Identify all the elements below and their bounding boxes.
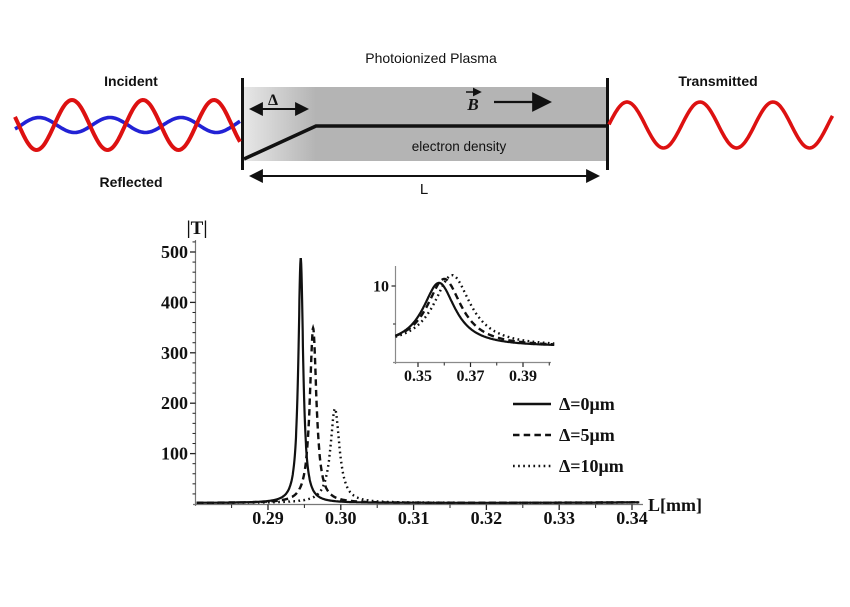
- legend-label-dotted: Δ=10μm: [559, 456, 624, 476]
- electron-density-label: electron density: [412, 139, 507, 154]
- y-tick-label: 300: [161, 343, 188, 363]
- x-tick-label: 0.33: [543, 508, 575, 528]
- main-curve-dotted: [196, 407, 640, 504]
- x-tick-label: 0.31: [398, 508, 430, 528]
- electron-density-profile: [243, 124, 606, 161]
- y-tick-label: 100: [161, 444, 188, 464]
- transmission-chart: |T| L[mm] 0.29 0.30 0.31 0.32 0.33 0.34 100 200…: [161, 218, 702, 528]
- inset-x-tick-label: 0.37: [457, 368, 485, 385]
- y-axis-title: |T|: [186, 218, 207, 239]
- x-axis-title: L[mm]: [648, 495, 702, 515]
- inset-curve-solid: [394, 281, 555, 346]
- delta-label: Δ: [268, 92, 278, 109]
- b-field-label: B: [466, 95, 478, 114]
- reflected-wave: [13, 97, 242, 153]
- inset-curve-dotted: [395, 274, 555, 345]
- transmitted-wave: [607, 100, 835, 150]
- x-tick-label: 0.34: [616, 508, 648, 528]
- legend-label-solid: Δ=0μm: [559, 394, 615, 414]
- y-tick-label: 500: [161, 242, 188, 262]
- inset-curve-dashed: [394, 277, 555, 346]
- diagram-title: Photoionized Plasma: [365, 50, 497, 66]
- incident-label: Incident: [104, 73, 158, 89]
- main-curve-dashed: [196, 323, 640, 504]
- x-tick-label: 0.30: [325, 508, 357, 528]
- x-tick-label: 0.32: [471, 508, 503, 528]
- x-tick-label: 0.29: [252, 508, 284, 528]
- inset-x-tick-label: 0.35: [404, 368, 432, 385]
- transmitted-label: Transmitted: [678, 73, 757, 89]
- y-tick-label: 200: [161, 393, 188, 413]
- y-tick-label: 400: [161, 292, 188, 312]
- legend-label-dashed: Δ=5μm: [559, 425, 615, 445]
- inset-x-tick-label: 0.39: [509, 368, 537, 385]
- inset-y-tick-label: 10: [373, 279, 389, 296]
- reflected-label: Reflected: [99, 174, 162, 190]
- length-label: L: [420, 181, 428, 198]
- plasma-diagram: Δ B electron density L Photoionized Plas…: [13, 50, 835, 198]
